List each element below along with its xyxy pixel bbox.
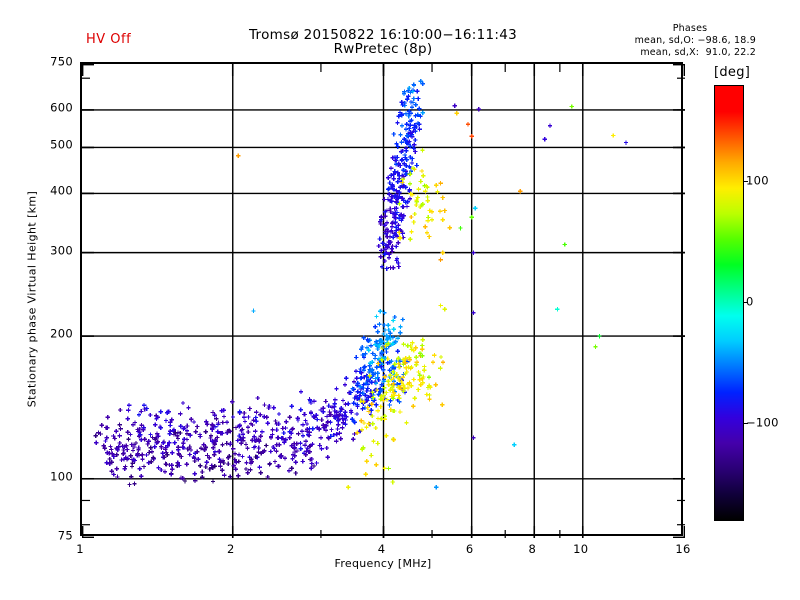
y-axis-label: Stationary phase Virtual Height [km] bbox=[21, 191, 40, 407]
y-tick-label: 750 bbox=[50, 54, 73, 69]
colorbar-tick-mark bbox=[743, 302, 748, 303]
axis-ticks bbox=[82, 64, 685, 538]
stats-o-mode: mean, sd,O: −98.6, 18.9 bbox=[634, 35, 756, 46]
colorbar-tick-mark bbox=[743, 422, 748, 424]
x-tick-label: 16 bbox=[675, 542, 691, 556]
y-tick-label: 400 bbox=[50, 183, 73, 198]
x-tick-label: 4 bbox=[377, 542, 386, 556]
stats-heading: Phases bbox=[672, 23, 708, 34]
x-tick-label: 8 bbox=[528, 542, 537, 556]
scatter-plot-canvas bbox=[82, 64, 685, 538]
x-tick-label: 1 bbox=[76, 542, 84, 556]
y-tick-label: 100 bbox=[50, 469, 73, 484]
y-axis-label-text: Stationary phase Virtual Height [km] bbox=[25, 190, 39, 408]
colorbar-tick-mark bbox=[743, 181, 748, 183]
x-axis-label: Frequency [MHz] bbox=[334, 557, 432, 570]
plot-title-line-2: RwPretec (8p) bbox=[333, 41, 433, 57]
y-tick-label: 75 bbox=[57, 528, 73, 543]
data-points bbox=[93, 78, 629, 490]
colorbar[interactable] bbox=[714, 85, 744, 521]
x-tick-label: 6 bbox=[465, 542, 474, 556]
y-tick-label: 600 bbox=[50, 100, 73, 115]
colorbar-tick-label: 100 bbox=[746, 173, 769, 188]
x-tick-label: 10 bbox=[573, 542, 589, 556]
y-tick-label: 500 bbox=[50, 137, 73, 152]
y-tick-label: 200 bbox=[50, 326, 73, 341]
plot-title-line-1: Tromsø 20150822 16:10:00−16:11:43 bbox=[249, 27, 517, 43]
x-tick-label: 2 bbox=[226, 542, 235, 556]
colorbar-tick-label: −100 bbox=[746, 414, 779, 429]
stats-x-mode: mean, sd,X: 91.0, 22.2 bbox=[640, 47, 756, 58]
colorbar-unit-label: [deg] bbox=[714, 65, 751, 80]
colorbar-gradient bbox=[715, 86, 743, 520]
colorbar-tick-label: 0 bbox=[746, 294, 754, 309]
hv-off-status-label: HV Off bbox=[86, 32, 132, 47]
plot-area[interactable] bbox=[80, 62, 685, 538]
y-tick-label: 300 bbox=[50, 242, 73, 257]
